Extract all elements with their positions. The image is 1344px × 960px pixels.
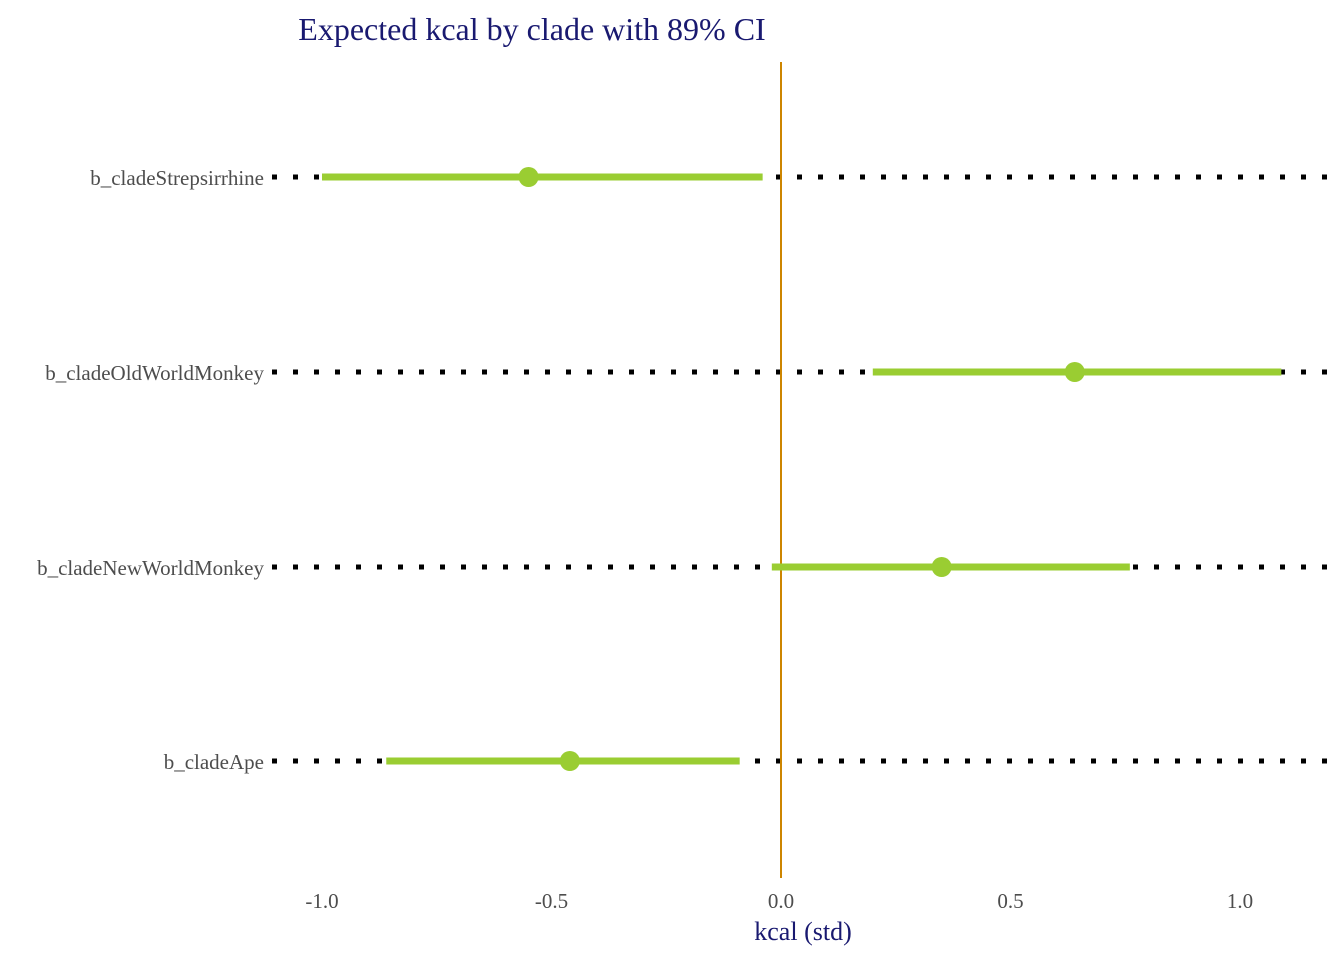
point-b_cladeStrepsirrhine bbox=[518, 167, 539, 187]
category-labels: b_cladeStrepsirrhine b_cladeOldWorldMonke… bbox=[37, 166, 264, 774]
point-b_cladeOldWorldMonkey bbox=[1064, 362, 1085, 382]
x-tick-label: 1.0 bbox=[1227, 889, 1253, 913]
point-group bbox=[518, 167, 1085, 771]
category-label-b_cladeOldWorldMonkey: b_cladeOldWorldMonkey bbox=[45, 361, 264, 385]
category-label-b_cladeStrepsirrhine: b_cladeStrepsirrhine bbox=[90, 166, 264, 190]
point-b_cladeNewWorldMonkey bbox=[931, 557, 952, 577]
interval-group bbox=[322, 173, 1282, 765]
x-tick-label: -0.5 bbox=[535, 889, 568, 913]
x-axis-ticks: -1.0 -0.5 0.0 0.5 1.0 bbox=[305, 889, 1253, 913]
x-tick-label: 0.5 bbox=[997, 889, 1023, 913]
x-tick-label: 0.0 bbox=[768, 889, 794, 913]
chart-title: Expected kcal by clade with 89% CI bbox=[298, 11, 765, 47]
x-tick-label: -1.0 bbox=[305, 889, 338, 913]
gridlines bbox=[272, 174, 1330, 764]
point-b_cladeApe bbox=[559, 751, 580, 771]
x-axis-label: kcal (std) bbox=[754, 917, 851, 946]
category-label-b_cladeApe: b_cladeApe bbox=[164, 750, 264, 774]
category-label-b_cladeNewWorldMonkey: b_cladeNewWorldMonkey bbox=[37, 556, 264, 580]
